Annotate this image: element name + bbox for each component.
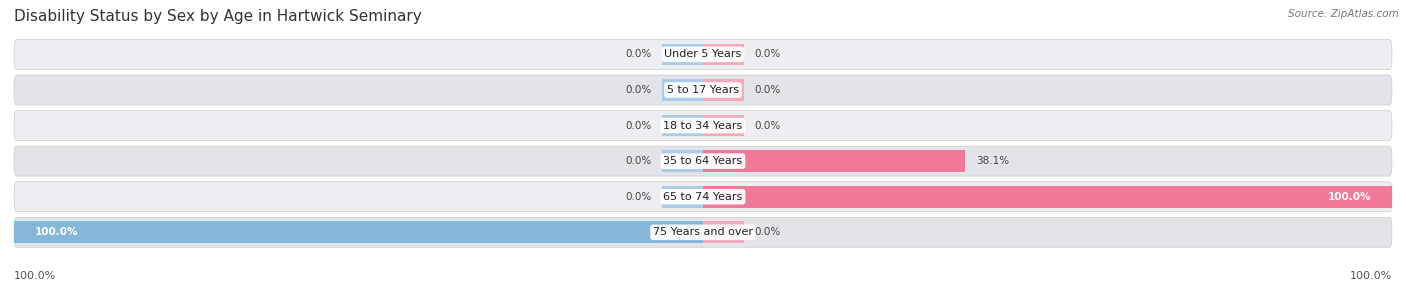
Bar (703, 115, 744, 136)
Bar (662, 44, 703, 65)
Text: 100.0%: 100.0% (1327, 192, 1371, 202)
Bar (662, 150, 703, 172)
Text: 100.0%: 100.0% (14, 271, 56, 282)
Bar (662, 186, 703, 208)
Legend: Male, Female: Male, Female (637, 303, 769, 305)
Text: 0.0%: 0.0% (626, 192, 651, 202)
Text: 0.0%: 0.0% (755, 85, 780, 95)
Bar (703, 186, 1392, 208)
Text: 0.0%: 0.0% (626, 120, 651, 131)
Text: Source: ZipAtlas.com: Source: ZipAtlas.com (1288, 9, 1399, 19)
Text: 0.0%: 0.0% (755, 120, 780, 131)
FancyBboxPatch shape (14, 39, 1392, 69)
FancyBboxPatch shape (14, 111, 1392, 141)
Text: 100.0%: 100.0% (1350, 271, 1392, 282)
Bar (703, 186, 744, 208)
Bar (703, 221, 744, 243)
Bar (703, 150, 966, 172)
Text: 65 to 74 Years: 65 to 74 Years (664, 192, 742, 202)
Text: 5 to 17 Years: 5 to 17 Years (666, 85, 740, 95)
Bar (703, 44, 744, 65)
Text: Disability Status by Sex by Age in Hartwick Seminary: Disability Status by Sex by Age in Hartw… (14, 9, 422, 24)
Bar (703, 150, 744, 172)
Bar (662, 79, 703, 101)
Text: 0.0%: 0.0% (626, 49, 651, 59)
Text: 0.0%: 0.0% (755, 227, 780, 237)
Text: 35 to 64 Years: 35 to 64 Years (664, 156, 742, 166)
Text: Under 5 Years: Under 5 Years (665, 49, 741, 59)
Text: 0.0%: 0.0% (755, 49, 780, 59)
FancyBboxPatch shape (14, 146, 1392, 176)
FancyBboxPatch shape (14, 182, 1392, 212)
Text: 0.0%: 0.0% (626, 85, 651, 95)
Text: 100.0%: 100.0% (35, 227, 79, 237)
Bar (703, 79, 744, 101)
Text: 75 Years and over: 75 Years and over (652, 227, 754, 237)
Bar (662, 221, 703, 243)
Bar (14, 221, 703, 243)
Bar (662, 115, 703, 136)
FancyBboxPatch shape (14, 75, 1392, 105)
Text: 0.0%: 0.0% (626, 156, 651, 166)
Text: 38.1%: 38.1% (976, 156, 1010, 166)
FancyBboxPatch shape (14, 217, 1392, 247)
Text: 18 to 34 Years: 18 to 34 Years (664, 120, 742, 131)
